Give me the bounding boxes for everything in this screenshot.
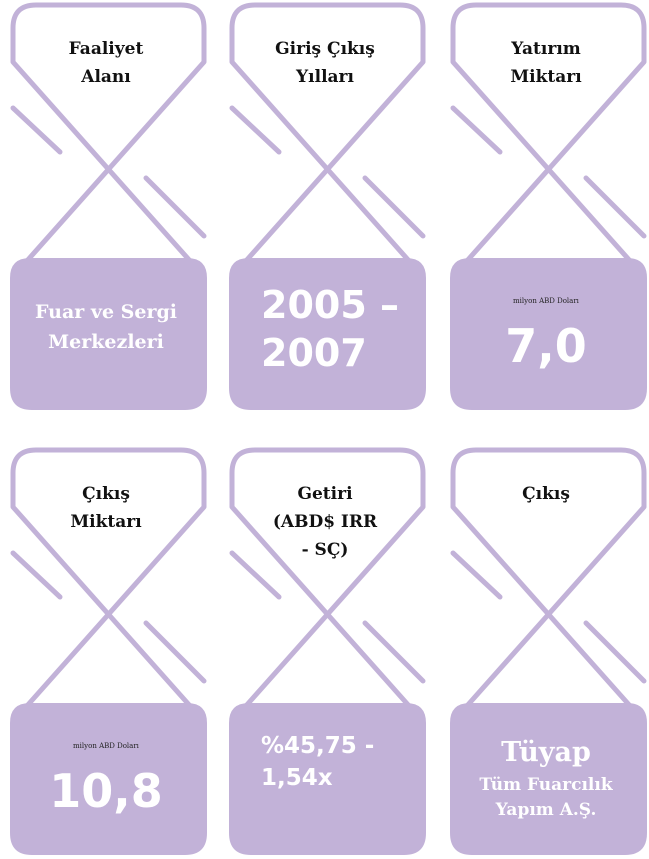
card-title: Giriş Çıkış — [275, 39, 375, 59]
card-title: Yılları — [295, 67, 354, 87]
card-title: - SÇ) — [302, 540, 349, 560]
card-block — [10, 703, 207, 855]
card-block — [229, 703, 426, 855]
card: Getiri (ABD$ IRR - SÇ) %45,75 - 1,54x — [229, 447, 426, 855]
card-value: %45,75 - — [261, 733, 374, 759]
card-value: Merkezleri — [48, 331, 164, 353]
card-value: 1,54x — [261, 765, 333, 791]
card-block — [229, 258, 426, 410]
card-note: milyon ABD Doları — [73, 742, 140, 750]
card-value: Tüyap — [501, 737, 591, 768]
card-value: Yapım A.Ş. — [495, 800, 597, 820]
card-outline — [10, 447, 207, 710]
card-title: Yatırım — [510, 39, 581, 59]
card-outline — [450, 447, 647, 710]
card-note: milyon ABD Doları — [513, 297, 580, 305]
card-value: 2007 — [261, 331, 367, 375]
card-accent — [229, 105, 426, 239]
card-accent — [450, 105, 647, 239]
card-outline — [450, 2, 647, 265]
card-block — [450, 703, 647, 855]
card-outline — [10, 2, 207, 265]
card: Faaliyet Alanı Fuar ve Sergi Merkezleri — [10, 2, 207, 410]
card-title: Faaliyet — [69, 39, 144, 59]
card: Çıkış Miktarı milyon ABD Doları 10,8 — [10, 447, 207, 855]
card: Giriş Çıkış Yılları 2005 –2007 — [229, 2, 426, 410]
card-value: Fuar ve Sergi — [35, 301, 177, 323]
card-block — [450, 258, 647, 410]
card-value: Tüm Fuarcılık — [479, 775, 613, 795]
card: Çıkış Tüyap Tüm Fuarcılık Yapım A.Ş. — [450, 447, 647, 855]
card-title: Alanı — [80, 67, 131, 87]
card-title: Getiri — [297, 484, 353, 504]
card-title: Miktarı — [510, 67, 582, 87]
card-accent — [10, 550, 207, 684]
card-title: Çıkış — [522, 484, 570, 504]
card-accent — [450, 550, 647, 684]
card-value: 7,0 — [505, 319, 587, 373]
card-outline — [229, 447, 426, 710]
card-title: Çıkış — [82, 484, 130, 504]
card: Yatırım Miktarı milyon ABD Doları 7,0 — [450, 2, 647, 410]
card-accent — [229, 550, 426, 684]
card-outline — [229, 2, 426, 265]
card-value: 10,8 — [49, 764, 163, 818]
card-block — [10, 258, 207, 410]
card-value: 2005 – — [261, 283, 399, 327]
card-title: (ABD$ IRR — [273, 512, 378, 532]
card-accent — [10, 105, 207, 239]
card-title: Miktarı — [70, 512, 142, 532]
